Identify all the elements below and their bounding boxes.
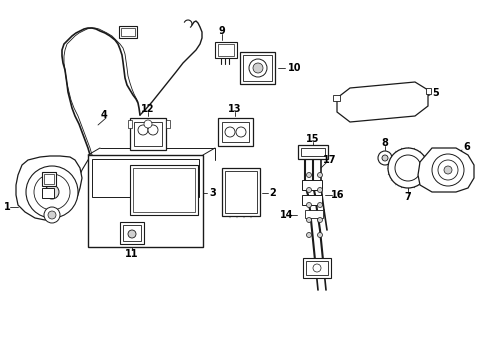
Circle shape [394,155,420,181]
Circle shape [306,202,311,207]
Bar [303,258,330,278]
Polygon shape [336,82,427,122]
Circle shape [34,174,70,210]
Circle shape [128,230,136,238]
Bar [134,122,162,146]
Circle shape [44,207,60,223]
Circle shape [306,188,311,193]
Bar [297,145,327,159]
Bar [42,188,54,198]
Text: 10: 10 [287,63,301,73]
Bar [332,95,339,101]
Circle shape [224,127,235,137]
Bar [302,180,321,190]
Bar [215,42,237,58]
Circle shape [437,160,457,180]
Bar [121,28,135,36]
Text: 9: 9 [218,26,225,36]
Circle shape [317,233,322,238]
Circle shape [143,120,152,128]
Bar [42,172,56,186]
Text: 11: 11 [125,249,139,259]
Circle shape [317,188,322,193]
Text: 12: 12 [141,104,154,114]
Bar [133,168,195,212]
Text: 7: 7 [404,192,410,202]
Circle shape [26,166,78,218]
Circle shape [317,172,322,177]
Bar [128,120,132,128]
Text: 16: 16 [330,190,344,200]
Bar [305,261,327,275]
Bar [425,88,430,94]
Circle shape [306,172,311,177]
Circle shape [306,233,311,238]
Text: 3: 3 [209,188,216,198]
Bar [130,165,198,215]
Text: 14: 14 [280,210,293,220]
Polygon shape [16,156,82,220]
Circle shape [148,125,158,135]
Bar [224,171,257,213]
Circle shape [431,154,463,186]
Bar [301,148,325,156]
Circle shape [317,217,322,222]
Circle shape [45,185,59,199]
Bar [165,120,170,128]
Circle shape [248,59,266,77]
Circle shape [138,125,148,135]
Text: 6: 6 [463,142,469,152]
Circle shape [236,127,245,137]
Bar [305,210,323,218]
Circle shape [252,63,263,73]
Circle shape [317,202,322,207]
Bar [44,174,54,184]
Bar [130,118,165,150]
Text: 13: 13 [228,104,241,114]
Bar [123,225,141,241]
Bar [222,168,260,216]
Bar [92,159,199,197]
Text: 5: 5 [432,88,439,98]
Bar [120,222,143,244]
Polygon shape [417,148,473,192]
Bar [218,118,252,146]
Text: 1: 1 [3,202,10,212]
Bar [302,195,321,205]
Bar [218,44,234,56]
Text: 8: 8 [381,138,387,148]
Bar [119,26,137,38]
Circle shape [48,211,56,219]
Bar [243,55,271,81]
Circle shape [306,217,311,222]
Circle shape [387,148,427,188]
Bar [88,155,203,247]
Bar [222,122,248,142]
Circle shape [381,155,387,161]
Circle shape [377,151,391,165]
Bar [240,52,274,84]
Text: 2: 2 [269,188,276,198]
Circle shape [312,264,320,272]
Text: 15: 15 [305,134,319,144]
Text: 4: 4 [101,110,107,120]
Circle shape [443,166,451,174]
Text: 17: 17 [323,155,336,165]
